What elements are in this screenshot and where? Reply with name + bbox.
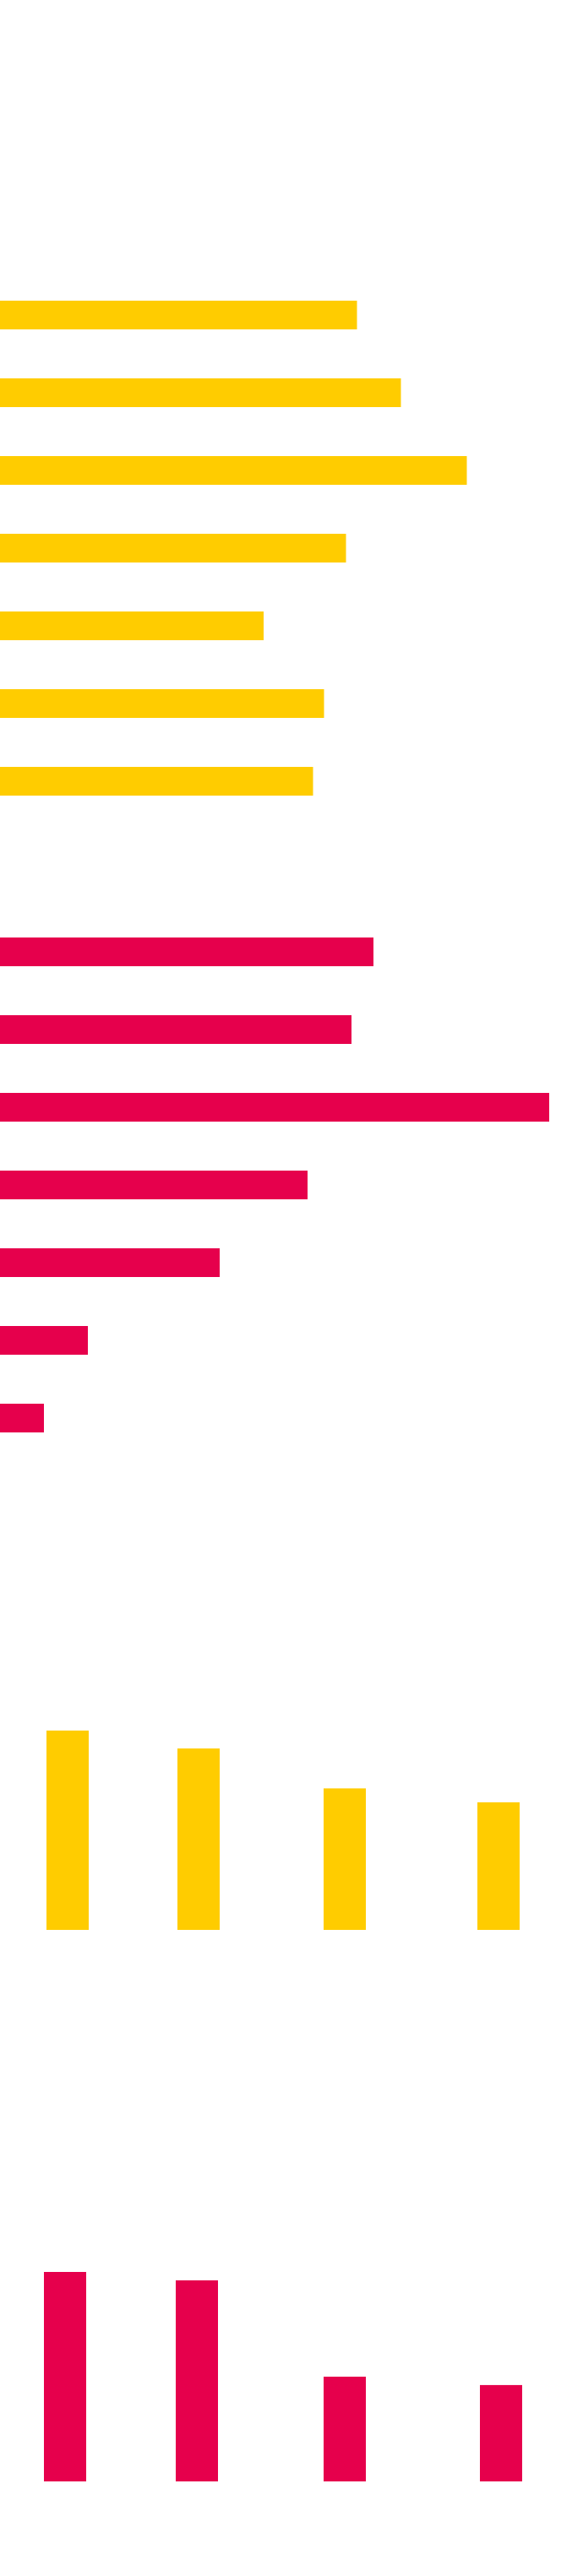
chart-1-bar-4	[0, 1171, 308, 1199]
chart-0-bar-1	[0, 301, 357, 329]
chart-0-bar-2	[0, 378, 401, 407]
yellow-horizontal-bar-chart	[0, 301, 467, 796]
chart-0-bar-6	[0, 689, 324, 718]
chart-0-bar-7	[0, 767, 313, 796]
chart-0-bar-5	[0, 611, 264, 640]
yellow-vertical-bar-chart	[46, 1731, 520, 1930]
chart-3-bar-1	[44, 2272, 86, 2481]
chart-1-bar-6	[0, 1326, 88, 1355]
chart-1-bar-3	[0, 1093, 549, 1122]
chart-0-bar-4	[0, 534, 346, 562]
chart-2-bar-1	[46, 1731, 89, 1930]
chart-1-bar-2	[0, 1015, 351, 1044]
chart-1-bar-5	[0, 1248, 220, 1277]
chart-2-bar-4	[477, 1802, 520, 1930]
chart-0-bar-3	[0, 456, 467, 485]
chart-3-bar-3	[324, 2377, 366, 2481]
chart-2-bar-2	[177, 1748, 220, 1930]
chart-2-bar-3	[324, 1788, 366, 1930]
chart-1-bar-7	[0, 1404, 44, 1432]
chart-3-bar-4	[480, 2384, 522, 2481]
red-horizontal-bar-chart	[0, 937, 549, 1432]
red-vertical-bar-chart	[44, 2272, 522, 2481]
chart-3-bar-2	[176, 2280, 218, 2481]
chart-1-bar-1	[0, 937, 373, 966]
